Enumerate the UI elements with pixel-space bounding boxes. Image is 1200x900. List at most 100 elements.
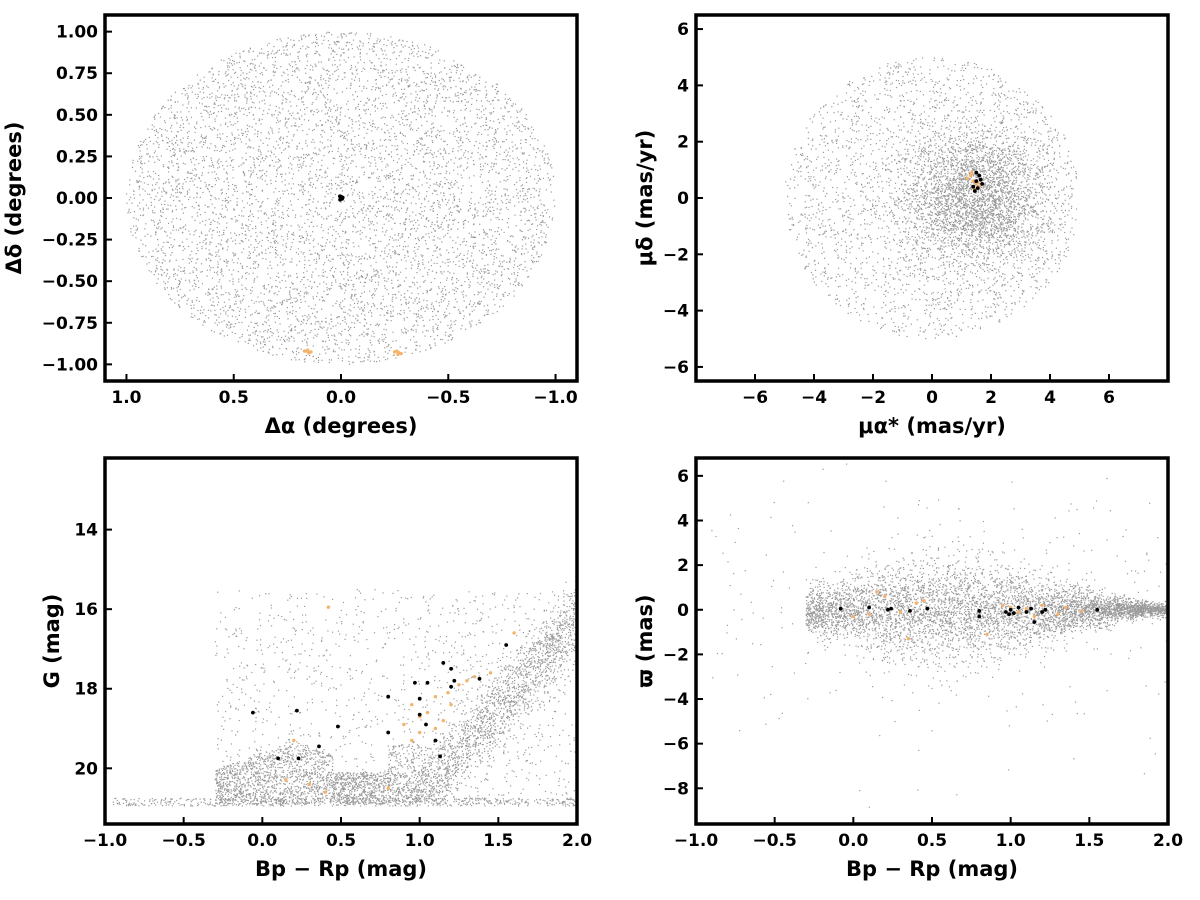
member-point-orange bbox=[323, 790, 327, 794]
member-point-black bbox=[1024, 610, 1029, 614]
member-point-orange bbox=[457, 683, 461, 687]
member-point-orange bbox=[985, 632, 989, 636]
member-point-black bbox=[908, 609, 912, 613]
x-tick-label: −4 bbox=[801, 388, 827, 408]
member-point-orange bbox=[292, 738, 296, 743]
member-point-black bbox=[867, 605, 871, 610]
y-tick-label: 16 bbox=[74, 600, 98, 620]
member-point-black bbox=[296, 756, 301, 761]
member-point-black bbox=[838, 606, 843, 611]
y-axis-label: ϖ (mas) bbox=[633, 594, 657, 687]
y-tick-label: 0.50 bbox=[56, 106, 98, 126]
x-tick-label: 2.0 bbox=[562, 831, 592, 851]
member-point-black bbox=[1008, 607, 1013, 612]
y-tick-label: −2 bbox=[663, 245, 689, 265]
member-point-orange bbox=[1001, 603, 1005, 607]
x-tick-label: −1.0 bbox=[533, 388, 578, 408]
member-point-black bbox=[438, 754, 442, 759]
member-point-black bbox=[1029, 606, 1033, 611]
axes-frame bbox=[103, 456, 579, 826]
member-point-black bbox=[1016, 605, 1021, 610]
y-tick-label: −6 bbox=[663, 358, 689, 378]
x-tick-label: 0.5 bbox=[917, 831, 947, 851]
member-point-orange bbox=[284, 778, 288, 782]
x-tick-label: 1.5 bbox=[483, 831, 513, 851]
y-tick-label: −4 bbox=[663, 302, 689, 322]
member-point-black bbox=[977, 614, 982, 619]
x-tick-label: 0.0 bbox=[247, 831, 277, 851]
y-tick-label: 18 bbox=[74, 680, 98, 700]
member-point-black bbox=[980, 182, 984, 186]
member-point-orange bbox=[306, 348, 310, 352]
x-tick-label: 6 bbox=[1103, 388, 1115, 408]
y-tick-label: 2 bbox=[677, 133, 689, 153]
member-point-black bbox=[971, 184, 976, 189]
background-field bbox=[125, 31, 556, 365]
x-tick-label: −1.0 bbox=[674, 831, 719, 851]
member-point-orange bbox=[441, 718, 445, 723]
y-tick-label: 4 bbox=[677, 511, 689, 531]
member-point-black bbox=[441, 661, 446, 665]
member-point-orange bbox=[473, 675, 477, 679]
y-tick-label: −1.00 bbox=[42, 355, 98, 375]
x-tick-label: −6 bbox=[742, 388, 768, 408]
member-point-orange bbox=[1064, 605, 1068, 610]
member-point-orange bbox=[410, 703, 414, 707]
member-point-orange bbox=[914, 601, 918, 605]
background-field bbox=[785, 57, 1078, 340]
member-point-black bbox=[449, 684, 453, 689]
member-point-orange bbox=[968, 173, 973, 178]
x-tick-label: −1.0 bbox=[83, 831, 128, 851]
x-tick-label: −0.5 bbox=[161, 831, 205, 851]
member-point-orange bbox=[851, 614, 855, 619]
member-point-orange bbox=[392, 350, 397, 354]
member-point-black bbox=[433, 738, 438, 743]
member-point-orange bbox=[1079, 609, 1084, 613]
x-tick-label: −2 bbox=[860, 388, 886, 408]
member-point-orange bbox=[418, 730, 422, 735]
member-point-black bbox=[338, 197, 342, 202]
y-tick-label: 20 bbox=[74, 759, 98, 779]
member-point-black bbox=[317, 744, 321, 749]
axes-frame bbox=[694, 456, 1170, 826]
member-point-black bbox=[424, 722, 428, 727]
y-tick-label: −6 bbox=[663, 735, 689, 755]
member-point-black bbox=[972, 189, 977, 193]
member-point-orange bbox=[488, 671, 493, 675]
x-tick-label: 1.0 bbox=[111, 388, 141, 408]
member-point-black bbox=[449, 666, 453, 671]
x-tick-label: 2 bbox=[985, 388, 997, 408]
member-point-black bbox=[1007, 612, 1011, 617]
y-tick-label: 0.25 bbox=[56, 147, 98, 167]
y-tick-label: 0 bbox=[677, 189, 689, 209]
x-axis-label: Δα (degrees) bbox=[265, 414, 418, 438]
member-point-black bbox=[276, 756, 280, 761]
member-point-orange bbox=[1032, 614, 1037, 619]
member-point-black bbox=[452, 678, 457, 683]
background-field bbox=[112, 580, 577, 807]
y-tick-label: 0.75 bbox=[56, 64, 98, 84]
member-point-orange bbox=[433, 726, 438, 731]
member-point-orange bbox=[402, 722, 406, 727]
member-point-orange bbox=[1024, 606, 1029, 611]
member-point-black bbox=[974, 179, 979, 184]
y-tick-label: 6 bbox=[677, 467, 689, 487]
y-tick-label: 14 bbox=[74, 521, 98, 541]
member-point-orange bbox=[1040, 603, 1044, 607]
member-point-orange bbox=[898, 610, 903, 614]
x-tick-label: −0.5 bbox=[752, 831, 796, 851]
member-point-black bbox=[251, 710, 255, 715]
y-tick-label: 2 bbox=[677, 556, 689, 576]
y-axis-label: Δδ (degrees) bbox=[2, 122, 26, 275]
member-point-black bbox=[413, 680, 417, 685]
member-point-black bbox=[1032, 620, 1037, 624]
member-point-orange bbox=[433, 695, 438, 699]
member-point-orange bbox=[970, 171, 974, 175]
member-point-black bbox=[386, 730, 391, 735]
member-point-black bbox=[477, 676, 482, 681]
member-point-black bbox=[974, 170, 979, 175]
member-point-orange bbox=[922, 599, 926, 603]
member-point-orange bbox=[965, 176, 970, 180]
member-point-black bbox=[295, 708, 299, 713]
member-point-orange bbox=[410, 738, 414, 743]
